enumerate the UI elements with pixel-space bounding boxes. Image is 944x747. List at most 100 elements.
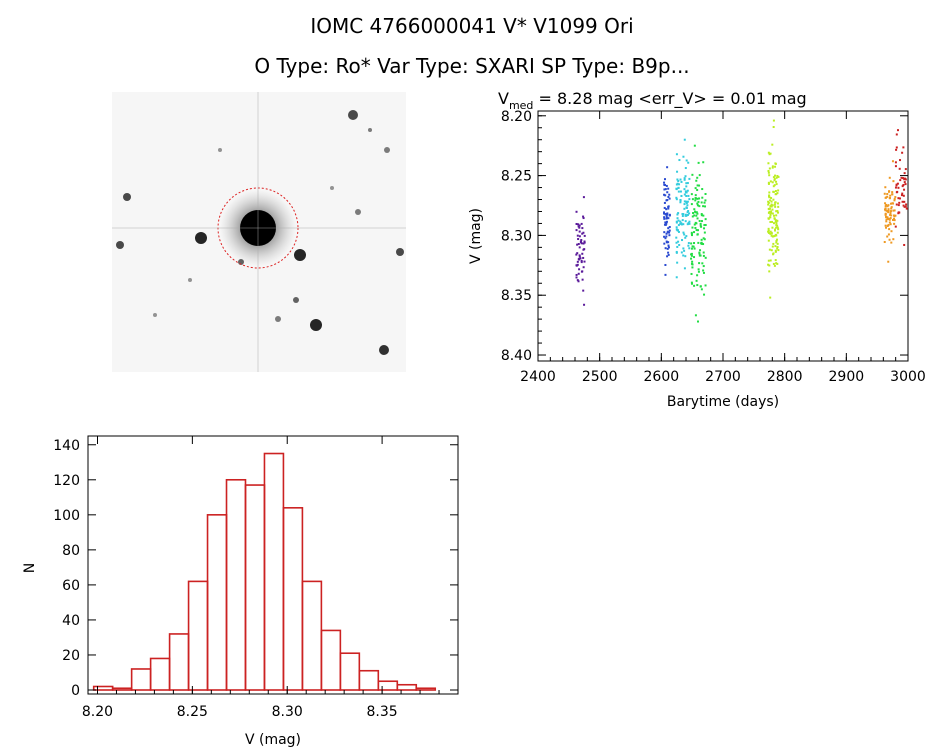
data-point — [675, 198, 678, 201]
data-point — [684, 213, 687, 216]
data-point — [889, 223, 892, 226]
data-point — [769, 296, 772, 299]
data-point — [691, 260, 694, 263]
data-point — [685, 159, 688, 162]
data-point — [679, 198, 682, 201]
data-point — [575, 253, 578, 256]
data-point — [580, 259, 583, 262]
data-point — [583, 240, 586, 243]
data-point — [893, 217, 896, 220]
data-point — [582, 242, 585, 245]
data-point — [776, 219, 779, 222]
data-point — [575, 276, 578, 279]
data-point — [770, 211, 773, 214]
data-point — [665, 240, 668, 243]
data-point — [887, 190, 890, 193]
data-point — [887, 204, 890, 207]
data-point — [769, 230, 772, 233]
data-point — [677, 240, 680, 243]
data-point — [665, 235, 668, 238]
data-point — [683, 267, 686, 270]
histogram-chart: 8.20 8.25 8.30 8.35 0 20 40 60 80 100 120 140 V (ma… — [22, 435, 459, 747]
data-point — [884, 213, 887, 216]
data-point — [693, 247, 696, 250]
data-point — [666, 247, 669, 250]
data-point — [675, 241, 678, 244]
data-point — [770, 249, 773, 252]
data-point — [703, 224, 706, 227]
data-point — [888, 221, 891, 224]
data-point — [696, 202, 699, 205]
data-point — [905, 203, 908, 206]
data-point — [889, 202, 892, 205]
x-tick-label: 2800 — [767, 369, 803, 385]
data-point — [899, 159, 902, 162]
data-point — [771, 212, 774, 215]
data-point — [777, 205, 780, 208]
data-point — [578, 254, 581, 257]
data-point — [679, 201, 682, 204]
histogram-bar — [111, 687, 133, 691]
data-point — [576, 252, 579, 255]
data-point — [580, 242, 583, 245]
data-point — [691, 198, 694, 201]
data-point — [894, 165, 897, 168]
data-point — [696, 217, 699, 220]
data-point — [772, 235, 775, 238]
data-point — [895, 184, 898, 187]
data-point — [702, 237, 705, 240]
histogram-bar — [282, 507, 304, 691]
y-tick-label: 0 — [71, 683, 80, 699]
data-point — [887, 209, 890, 212]
data-point — [696, 212, 699, 215]
star — [348, 110, 358, 120]
data-point — [904, 183, 907, 186]
star-field-image — [112, 92, 406, 372]
data-point — [772, 126, 775, 129]
data-point — [885, 220, 888, 223]
data-point — [771, 166, 774, 169]
data-point — [676, 170, 679, 173]
x-tick-label: 8.35 — [367, 704, 398, 720]
data-point — [697, 241, 700, 244]
y-tick-label: 80 — [62, 543, 80, 559]
data-point — [698, 262, 701, 265]
data-point — [774, 228, 777, 231]
data-point — [582, 289, 585, 292]
data-point — [704, 256, 707, 259]
data-point — [680, 180, 683, 183]
data-point — [575, 222, 578, 225]
data-point — [675, 153, 678, 156]
data-point — [704, 199, 707, 202]
data-point — [666, 166, 669, 169]
data-point — [889, 217, 892, 220]
data-point — [683, 188, 686, 191]
data-point — [886, 195, 889, 198]
data-point — [774, 259, 777, 262]
data-point — [577, 225, 580, 228]
histogram-bar — [187, 580, 209, 691]
data-point — [771, 245, 774, 248]
data-point — [896, 129, 899, 132]
data-point — [666, 230, 669, 233]
x-tick-label: 8.30 — [272, 704, 303, 720]
data-point — [775, 183, 778, 186]
data-point — [889, 214, 892, 217]
data-point — [667, 207, 670, 210]
data-point — [580, 222, 583, 225]
y-tick-label: 8.30 — [501, 228, 532, 244]
star — [153, 313, 157, 317]
data-point — [696, 284, 699, 287]
data-point — [889, 194, 892, 197]
histogram-bar — [206, 514, 228, 691]
data-point — [894, 214, 897, 217]
light-curve-xlabel: Barytime (days) — [667, 394, 779, 410]
data-point — [581, 227, 584, 230]
data-point — [677, 180, 680, 183]
data-point — [667, 253, 670, 256]
data-point — [683, 193, 686, 196]
data-point — [892, 238, 895, 241]
data-point — [884, 205, 887, 208]
data-point — [679, 178, 682, 181]
data-point — [900, 176, 903, 179]
